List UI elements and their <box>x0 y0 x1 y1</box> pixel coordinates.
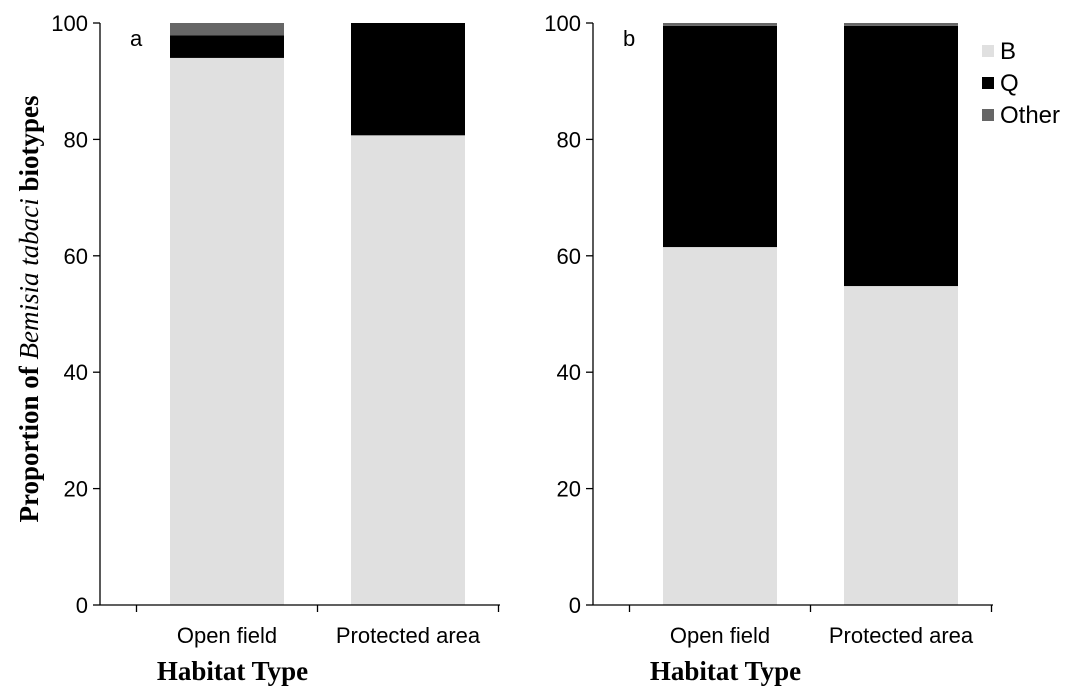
x-axis-title: Habitat Type <box>157 656 308 686</box>
x-tick-label: Open field <box>177 623 277 648</box>
bar-other-open-field <box>170 23 284 36</box>
bar-q-open-field <box>170 35 284 58</box>
y-tick-label: 0 <box>76 593 88 618</box>
legend-label-q: Q <box>1000 70 1019 97</box>
bar-b-protected-area <box>844 286 958 605</box>
y-tick-label: 100 <box>51 11 88 36</box>
chart-panel-a: 0 20 40 60 80 100 Open field Protected area Habi… <box>14 11 500 686</box>
panel-label: b <box>623 26 635 51</box>
legend-swatch-other <box>982 109 994 121</box>
y-axis-title-part: biotypes <box>14 95 44 198</box>
bar-other-protected-area <box>844 23 958 26</box>
y-tick-label: 60 <box>64 244 88 269</box>
bar-b-open-field <box>170 57 284 606</box>
x-tick-label: Protected area <box>336 623 481 648</box>
y-tick-label: 40 <box>557 360 581 385</box>
y-axis-title-part: Proportion of <box>14 360 44 523</box>
y-tick-label: 60 <box>557 244 581 269</box>
bar-q-protected-area <box>844 25 958 287</box>
legend: BQ Other <box>982 38 1060 129</box>
legend-swatch-b <box>982 45 994 57</box>
x-tick-label: Open field <box>670 623 770 648</box>
bar-b-protected-area <box>351 135 465 606</box>
y-tick-label: 80 <box>557 127 581 152</box>
panel-label: a <box>130 26 143 51</box>
bar-q-open-field <box>663 25 777 248</box>
chart-panel-b: 0 20 40 60 80 100 Open field Protected area Habi… <box>544 11 1060 686</box>
y-tick-label: 100 <box>544 11 581 36</box>
x-tick-label: Protected area <box>829 623 974 648</box>
legend-label-other: Other <box>1000 102 1060 129</box>
bar-other-open-field <box>663 23 777 26</box>
bar-b-open-field <box>663 247 777 605</box>
y-axis-title-italic: Bemisia tabaci <box>14 198 44 359</box>
y-tick-label: 20 <box>64 477 88 502</box>
legend-swatch-q <box>982 77 994 89</box>
y-tick-label: 0 <box>569 593 581 618</box>
bar-q-protected-area <box>351 23 465 136</box>
y-axis-title: Proportion of Bemisia tabaci biotypes <box>14 95 44 522</box>
y-tick-label: 40 <box>64 360 88 385</box>
y-tick-label: 20 <box>557 477 581 502</box>
legend-label-b: B <box>1000 38 1016 65</box>
x-axis-title: Habitat Type <box>650 656 801 686</box>
y-tick-label: 80 <box>64 127 88 152</box>
